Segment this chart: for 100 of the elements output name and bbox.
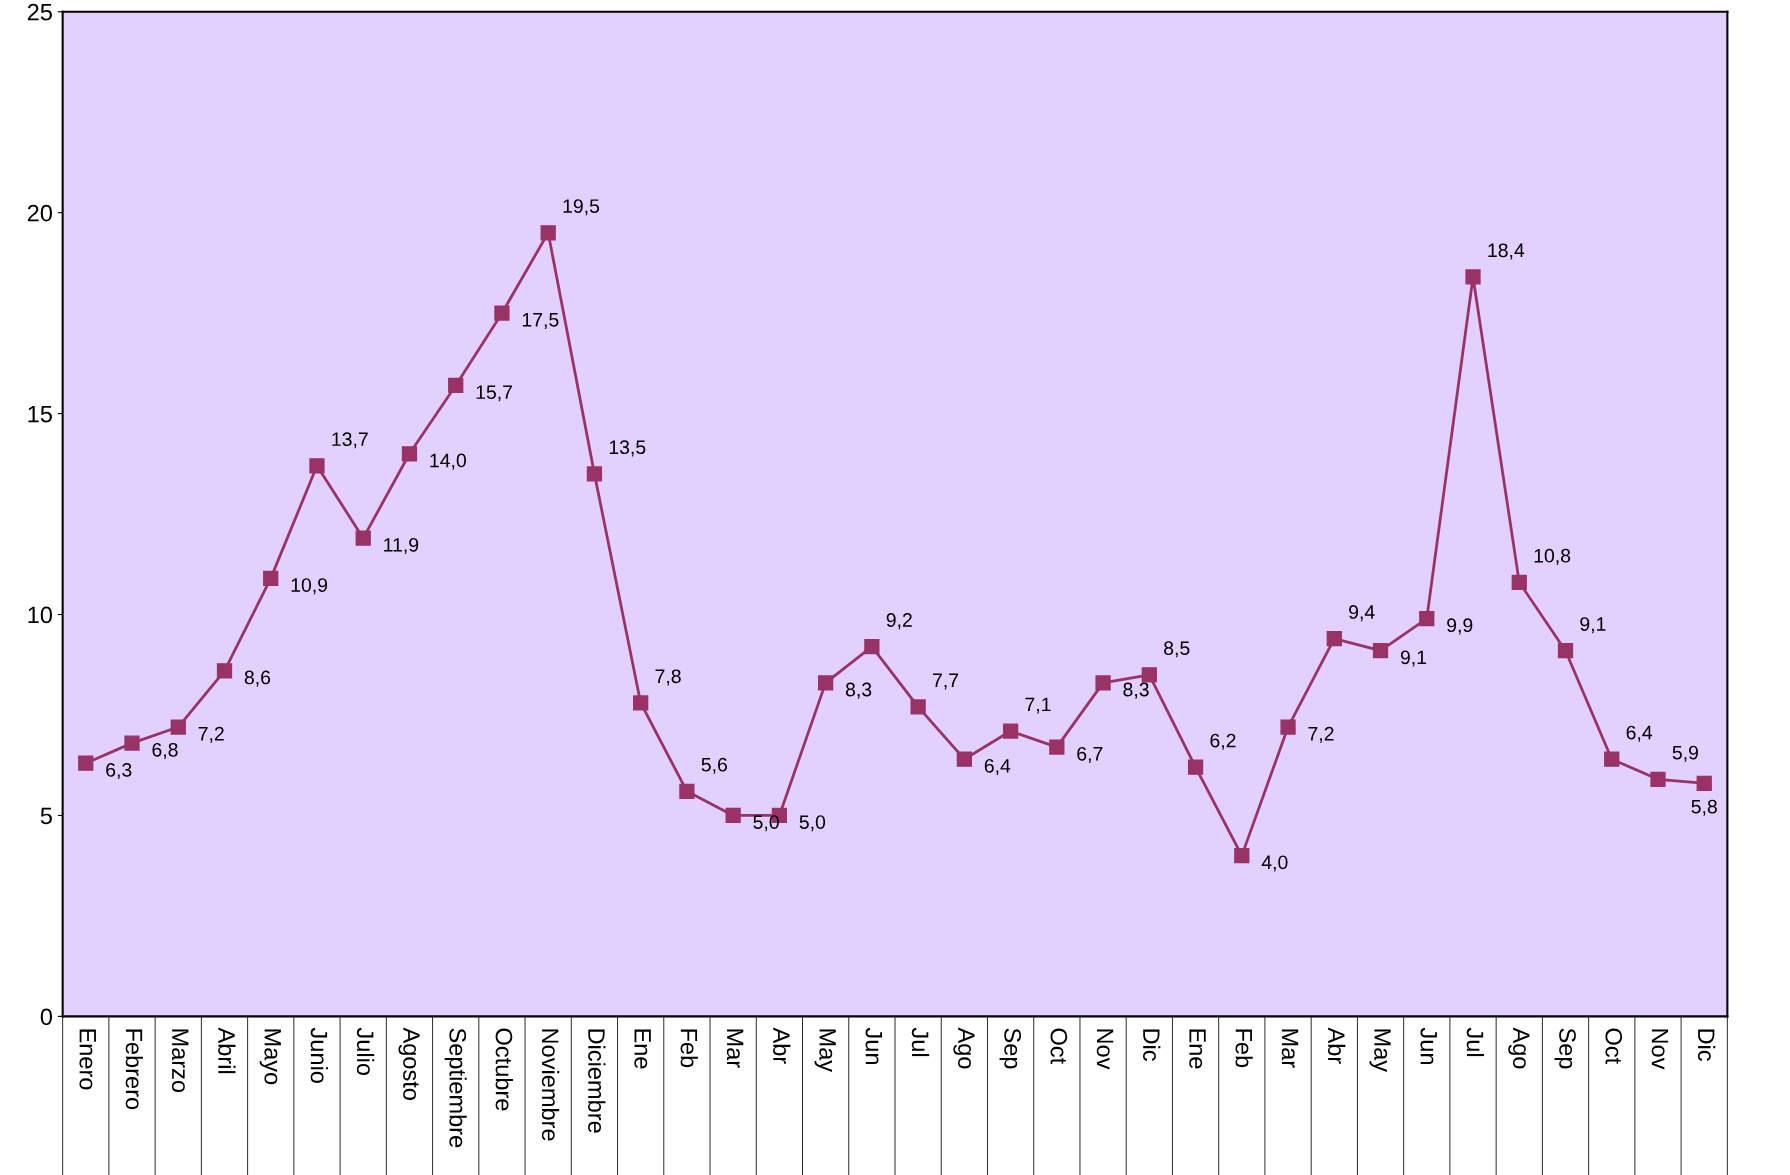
x-tick-label: Mayo (259, 1029, 281, 1085)
x-tick-label: Abr (773, 1027, 791, 1064)
data-label: 7,1 (1025, 697, 1051, 714)
point (1650, 771, 1666, 787)
data-label: 6,4 (1626, 725, 1653, 742)
data-label: 5,9 (1672, 745, 1698, 762)
x-tick-label: Septiembre (444, 1028, 467, 1148)
point (1326, 630, 1342, 647)
x-tick-label: Mar (1281, 1029, 1299, 1068)
y-tick-label: 0 (40, 1008, 53, 1026)
data-label: 8,5 (1164, 641, 1190, 658)
data-label: 18,4 (1488, 243, 1525, 260)
x-tick-label: Mar (726, 1029, 744, 1068)
point (956, 751, 973, 767)
point (540, 225, 556, 241)
x-tick-label: Abr (1327, 1027, 1346, 1064)
data-label: 17,5 (522, 313, 559, 329)
x-tick-label: Feb (1235, 1029, 1253, 1068)
data-label: 19,5 (563, 199, 600, 216)
x-tick-label: Julio (356, 1027, 375, 1076)
x-tick-label: Agosto (398, 1027, 420, 1100)
x-tick-label: Jul (1466, 1027, 1485, 1057)
point (1187, 759, 1204, 775)
data-label: 9,1 (1400, 650, 1427, 667)
x-tick-label: Enero (79, 1029, 96, 1090)
x-tick-label: Dic (1142, 1029, 1161, 1061)
point (586, 466, 603, 482)
point (448, 377, 464, 394)
data-label: 9,1 (1580, 617, 1606, 634)
point (309, 458, 325, 474)
x-tick-label: Dic (1697, 1029, 1716, 1061)
point (1280, 719, 1296, 735)
point (124, 735, 140, 751)
data-label: 7,2 (198, 726, 224, 743)
x-tick-label: Oct (1050, 1028, 1068, 1065)
data-label: 13,7 (332, 432, 368, 449)
data-label: 8,3 (1123, 682, 1149, 699)
point (78, 755, 94, 771)
point (864, 639, 880, 655)
point (1095, 675, 1111, 691)
data-label: 11,9 (384, 537, 419, 555)
data-label: 6,3 (106, 762, 132, 780)
x-tick-label: Jun (1420, 1027, 1437, 1065)
x-tick-label: Feb (680, 1029, 698, 1068)
point (910, 699, 926, 715)
data-label: 6,4 (984, 758, 1011, 776)
point (1049, 739, 1065, 755)
data-label: 5,8 (1691, 799, 1717, 816)
x-tick-label: Diciembre (588, 1029, 606, 1133)
x-tick-label: Abril (218, 1027, 236, 1074)
x-tick-label: Ene (634, 1029, 651, 1069)
data-label: 7,2 (1308, 726, 1334, 743)
data-label: 9,9 (1447, 618, 1473, 635)
data-label: 15,7 (476, 385, 513, 402)
x-tick-label: Sep (1554, 1028, 1576, 1069)
data-label: 13,5 (609, 440, 646, 457)
data-label: 5,0 (753, 815, 779, 832)
point (1465, 269, 1481, 285)
x-tick-label: Ene (1189, 1029, 1206, 1069)
data-label: 5,0 (799, 815, 826, 832)
point (1234, 847, 1250, 864)
y-tick-label: 25 (27, 3, 52, 21)
data-label: 9,4 (1349, 605, 1375, 622)
x-tick-label: May (1369, 1029, 1391, 1073)
point (679, 783, 695, 799)
data-label: 7,8 (655, 669, 681, 686)
y-tick-label: 15 (28, 405, 52, 423)
point (355, 530, 371, 546)
x-tick-label: Nov (1096, 1029, 1114, 1070)
point (216, 663, 233, 679)
x-tick-label: Junio (310, 1027, 328, 1083)
data-label: 6,7 (1077, 746, 1103, 763)
point (170, 719, 186, 735)
x-tick-label: Ago (953, 1027, 975, 1069)
x-tick-label: Octubre (495, 1028, 513, 1111)
point (1511, 574, 1527, 591)
point (1557, 643, 1574, 659)
data-label: 9,2 (886, 613, 912, 630)
x-tick-label: Ago (1508, 1027, 1530, 1069)
point (1696, 775, 1712, 791)
x-tick-label: Jun (865, 1027, 883, 1065)
point (817, 675, 834, 691)
point (1002, 723, 1019, 739)
data-label: 4,0 (1261, 855, 1288, 872)
x-tick-label: Jul (911, 1027, 930, 1057)
x-tick-label: May (814, 1029, 836, 1073)
point (1141, 667, 1157, 683)
point (633, 695, 649, 711)
x-tick-label: Sep (999, 1028, 1021, 1069)
point (263, 570, 279, 586)
data-label: 5,6 (701, 757, 727, 774)
y-tick-label: 10 (28, 606, 53, 624)
y-tick-label: 5 (40, 807, 52, 825)
data-label: 10,8 (1534, 548, 1571, 565)
x-tick-label: Febrero (125, 1029, 144, 1110)
x-tick-label: Marzo (171, 1029, 189, 1093)
data-label: 7,7 (933, 673, 959, 690)
point (1604, 751, 1620, 767)
x-tick-label: Nov (1651, 1029, 1669, 1070)
data-label: 6,2 (1210, 733, 1236, 750)
